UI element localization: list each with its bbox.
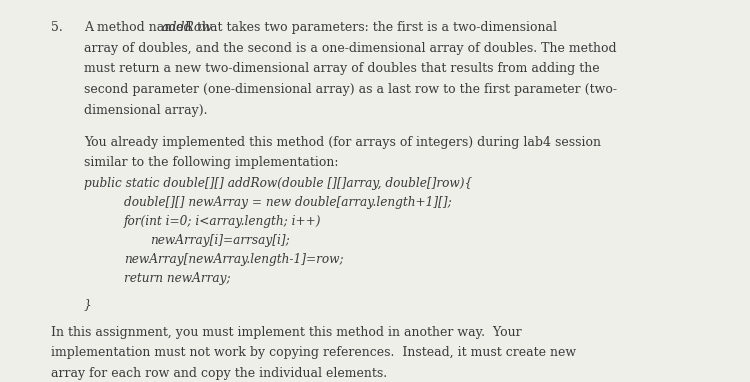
Text: }: }	[84, 298, 92, 311]
Text: second parameter (one-dimensional array) as a last row to the first parameter (t: second parameter (one-dimensional array)…	[84, 83, 617, 96]
Text: dimensional array).: dimensional array).	[84, 104, 208, 117]
Text: newArray[newArray.length-1]=row;: newArray[newArray.length-1]=row;	[124, 253, 344, 266]
Text: addRow: addRow	[161, 21, 212, 34]
Text: You already implemented this method (for arrays of integers) during lab4 session: You already implemented this method (for…	[84, 136, 601, 149]
Text: array for each row and copy the individual elements.: array for each row and copy the individu…	[51, 367, 387, 380]
Text: A method named: A method named	[84, 21, 196, 34]
Text: similar to the following implementation:: similar to the following implementation:	[84, 156, 338, 169]
Text: array of doubles, and the second is a one-dimensional array of doubles. The meth: array of doubles, and the second is a on…	[84, 42, 616, 55]
Text: must return a new two-dimensional array of doubles that results from adding the: must return a new two-dimensional array …	[84, 62, 600, 75]
Text: return newArray;: return newArray;	[124, 272, 230, 285]
Text: newArray[i]=arrsay[i];: newArray[i]=arrsay[i];	[150, 234, 290, 247]
Text: for(int i=0; i<array.length; i++): for(int i=0; i<array.length; i++)	[124, 215, 321, 228]
Text: implementation must not work by copying references.  Instead, it must create new: implementation must not work by copying …	[51, 346, 576, 359]
Text: that takes two parameters: the first is a two-dimensional: that takes two parameters: the first is …	[193, 21, 556, 34]
Text: public static double[][] addRow(double [][]array, double[]row){: public static double[][] addRow(double […	[84, 177, 472, 190]
Text: In this assignment, you must implement this method in another way.  Your: In this assignment, you must implement t…	[51, 326, 522, 339]
Text: double[][] newArray = new double[array.length+1][];: double[][] newArray = new double[array.l…	[124, 196, 451, 209]
Text: 5.: 5.	[51, 21, 63, 34]
